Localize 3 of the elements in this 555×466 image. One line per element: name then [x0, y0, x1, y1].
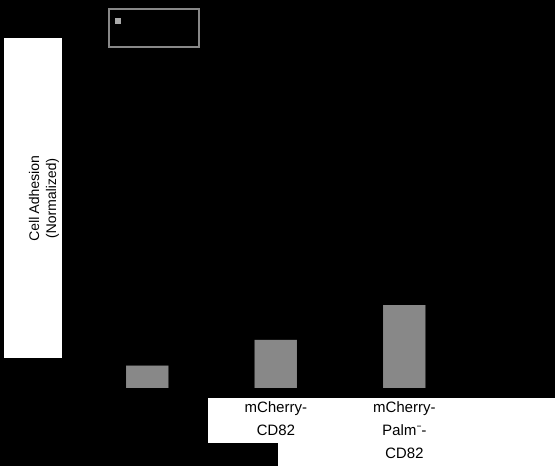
- x-tick-label: mCherry- CD82: [244, 399, 307, 439]
- y-axis-title: Cell Adhesion (Normalized): [26, 155, 59, 241]
- x-tick-label: mCherry- Palm⁻- CD82: [373, 399, 436, 462]
